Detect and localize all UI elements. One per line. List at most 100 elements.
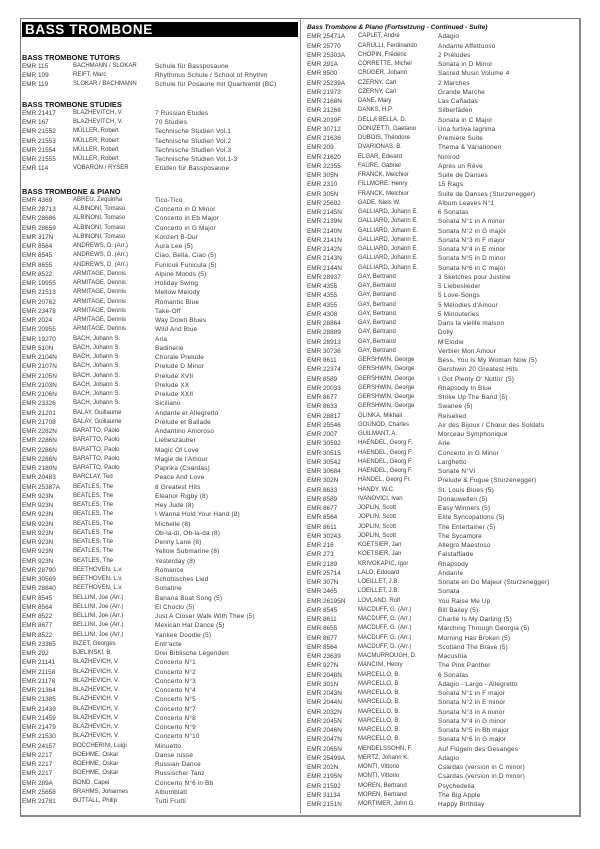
- entry-code: EMR 21781: [22, 798, 56, 805]
- catalog-entry: EMR 4308 GAY, Bertrand 5 Minouteries: [307, 310, 579, 319]
- entry-composer: GERSHWIN, George: [358, 403, 415, 410]
- entry-work: Album Leaves N°1: [438, 199, 495, 207]
- entry-composer: KRIVOKAPIC, Igor: [358, 560, 409, 567]
- entry-work: Csardas (version in D minor): [438, 773, 525, 781]
- entry-composer: BARATTO, Paolo: [73, 455, 120, 462]
- entry-composer: JOPLIN, Scott: [358, 514, 397, 521]
- catalog-entry: EMR 2286N BARATTO, Paolo Magie de l'Amour: [22, 455, 298, 464]
- entry-composer: GUILMANT, A.: [358, 431, 398, 437]
- entry-code: EMR 8545: [22, 252, 53, 260]
- entry-work: Concerto N°3: [155, 677, 196, 685]
- entry-code: EMR 25471A: [307, 33, 346, 41]
- catalog-entry: EMR 2103N BACH, Johann S. Prelude XX: [22, 381, 298, 390]
- entry-code: EMR 25499A: [307, 754, 346, 762]
- entry-composer: GALLIARD, Johann E.: [358, 246, 419, 252]
- entry-composer: MARCELLO, B.: [358, 717, 401, 724]
- entry-code: EMR 30569: [22, 576, 56, 583]
- catalog-entry: EMR 26195N LOVLAND, Rolf You Raise Me Up: [307, 597, 579, 606]
- entry-composer: JOPLIN, Scott: [358, 523, 397, 530]
- entry-work: Rhapsody In Blue: [438, 384, 492, 392]
- entry-code: EMR 8633: [307, 486, 338, 494]
- entry-code: EMR 2144N: [307, 264, 342, 272]
- entry-code: EMR 923N: [22, 520, 54, 528]
- entry-code: EMR 22374: [307, 366, 341, 374]
- entry-code: EMR 28817: [307, 412, 341, 420]
- entry-work: Gershwin 20 Greatest Hits: [438, 366, 518, 374]
- entry-composer: BLAZHEVICH, V.: [73, 733, 120, 740]
- entry-work: 5 Minouteries: [438, 310, 479, 318]
- catalog-entry: EMR 4355 GAY, Bertrand 5 Mélodies d'Amour: [307, 301, 579, 310]
- catalog-entry: EMR 23365 BIZET, Georges Entr'acte: [22, 640, 298, 649]
- catalog-entry: EMR 20955 ARMITAGE, Dennis Wild And Blue: [22, 325, 298, 334]
- entry-work: Peace And Love: [155, 474, 205, 482]
- entry-code: EMR 30592: [307, 440, 341, 448]
- catalog-entry: EMR 20762 ARMITAGE, Dennis Romantic Blue: [22, 298, 298, 307]
- entry-work: 2 Préludes: [438, 51, 471, 59]
- catalog-entry: EMR 2139N GALLIARD, Johann E. Sonata N°1 i…: [307, 217, 579, 226]
- entry-code: EMR 8522: [22, 631, 53, 639]
- entry-composer: BJELINSKI, B.: [73, 650, 113, 656]
- entry-work: Prelude XX: [155, 381, 190, 389]
- entry-composer: ARMITAGE, Dennis: [73, 326, 126, 333]
- entry-code: EMR 21555: [22, 156, 56, 163]
- entry-work: Prelude XVII: [155, 372, 194, 380]
- catalog-entry: EMR 216 KOETSIER, Jan Allegro Maestoso: [307, 541, 579, 550]
- entry-composer: LALO, Edouard: [358, 569, 400, 576]
- entry-composer: MARCELLO, B.: [358, 708, 401, 715]
- entry-composer: MARCELLO, B.: [358, 699, 401, 706]
- entry-code: EMR 20483: [22, 474, 56, 482]
- entry-work: Yankee Doodle (5): [155, 631, 212, 639]
- entry-composer: BEATLES, The: [73, 548, 114, 555]
- entry-composer: GOUNOD, Charles: [358, 421, 410, 428]
- catalog-entry: EMR 4369 ABREU, Zequinha Tico-Tico: [22, 196, 298, 205]
- entry-work: Bess, You Is My Woman Now (5): [438, 357, 538, 364]
- catalog-entry: EMR 21479 BLAZHEVICH, V. Concerto N°9: [22, 723, 298, 732]
- catalog-entry: EMR 2143N GALLIARD, Johann E. Sonata N°5 i…: [307, 254, 579, 263]
- entry-code: EMR 21552: [22, 128, 56, 136]
- entry-composer: BACH, Johann S.: [73, 372, 121, 379]
- entry-work: Sonatine: [155, 585, 182, 593]
- entry-work: 3 Sketches pour Justine: [438, 273, 511, 281]
- entry-code: EMR 20033: [307, 384, 341, 392]
- entry-composer: BEATLES, The: [73, 520, 114, 527]
- entry-work: Thema & Variationen: [438, 144, 502, 152]
- entry-composer: GALLIARD, Johann E.: [358, 264, 419, 271]
- catalog-entry: EMR 21201 BALAY, Guillaume Andante et Alle…: [22, 409, 298, 418]
- entry-composer: GAY, Bertrand: [358, 338, 396, 345]
- entry-composer: BELLINI, Joe (Arr.): [73, 631, 124, 638]
- entry-work: Sonata N°2 in E minor: [438, 699, 506, 707]
- entry-composer: BARATTO, Paolo: [73, 437, 120, 444]
- entry-composer: MACDUFF, G. (Arr.): [358, 625, 412, 632]
- entry-work: Dans la vieille maison: [438, 320, 505, 327]
- entry-work: Just A Closer Walk With Thee (5): [155, 613, 255, 620]
- entry-code: EMR 292: [22, 650, 49, 657]
- entry-composer: BOCCHERINI, Luigi: [73, 742, 127, 749]
- entry-work: Tutti Frutti: [155, 798, 186, 805]
- entry-code: EMR 28659: [22, 224, 56, 232]
- entry-code: EMR 109: [22, 72, 49, 79]
- entry-work: Chorale Prelude: [155, 354, 205, 361]
- catalog-entry: EMR 28790 BEETHOVEN, L.v. Romance: [22, 566, 298, 575]
- catalog-entry: EMR 30712 DONIZETTI, Gaetano Una furtiva l…: [307, 125, 579, 134]
- entry-code: EMR 2105N: [22, 372, 57, 380]
- catalog-entry: EMR 115 BACHMANN / SLOKAR Schule für Bassp…: [22, 62, 298, 71]
- catalog-entry: EMR 19955 ARMITAGE, Dennis Holiday Swing: [22, 279, 298, 288]
- catalog-entry: EMR 21592 MOREN, Bertrand Psychedelia: [307, 782, 579, 791]
- entry-composer: MERTZ, Johann K.: [358, 754, 409, 761]
- entry-code: EMR 2286N: [22, 437, 57, 445]
- entry-composer: MACMURROUGH, D.: [358, 653, 417, 659]
- entry-code: EMR 21266: [307, 107, 341, 115]
- entry-work: Take-Off: [155, 307, 181, 315]
- entry-code: EMR 8611: [307, 357, 337, 364]
- entry-composer: GALLIARD, Johann E.: [358, 218, 419, 225]
- entry-code: EMR 30684: [307, 468, 341, 475]
- entry-composer: BLAZHEVITCH, V.: [73, 119, 123, 125]
- entry-work: Ciao, Bella, Ciao (5): [155, 252, 217, 260]
- entry-code: EMR 2143N: [307, 255, 342, 263]
- catalog-entry: EMR 8655 MACDUFF, G. (Arr.) Marching Throu…: [307, 624, 579, 633]
- catalog-entry: EMR 2217 BOEHME, Oskar Danse russe: [22, 751, 298, 760]
- catalog-entry: EMR 2282N BARATTO, Paolo Andantino Amoroso: [22, 427, 298, 436]
- entry-work: Siciliano: [155, 400, 181, 408]
- entry-code: EMR 317N: [22, 233, 54, 241]
- entry-work: The Sycamore: [438, 532, 482, 540]
